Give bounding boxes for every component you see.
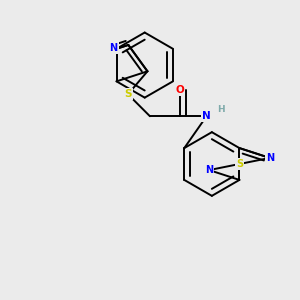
- Text: O: O: [176, 85, 184, 95]
- Text: N: N: [110, 43, 118, 53]
- Text: S: S: [124, 89, 132, 99]
- Text: N: N: [202, 111, 211, 121]
- Text: S: S: [236, 159, 243, 169]
- Text: N: N: [205, 165, 213, 175]
- Text: H: H: [218, 105, 225, 114]
- Text: N: N: [266, 153, 274, 163]
